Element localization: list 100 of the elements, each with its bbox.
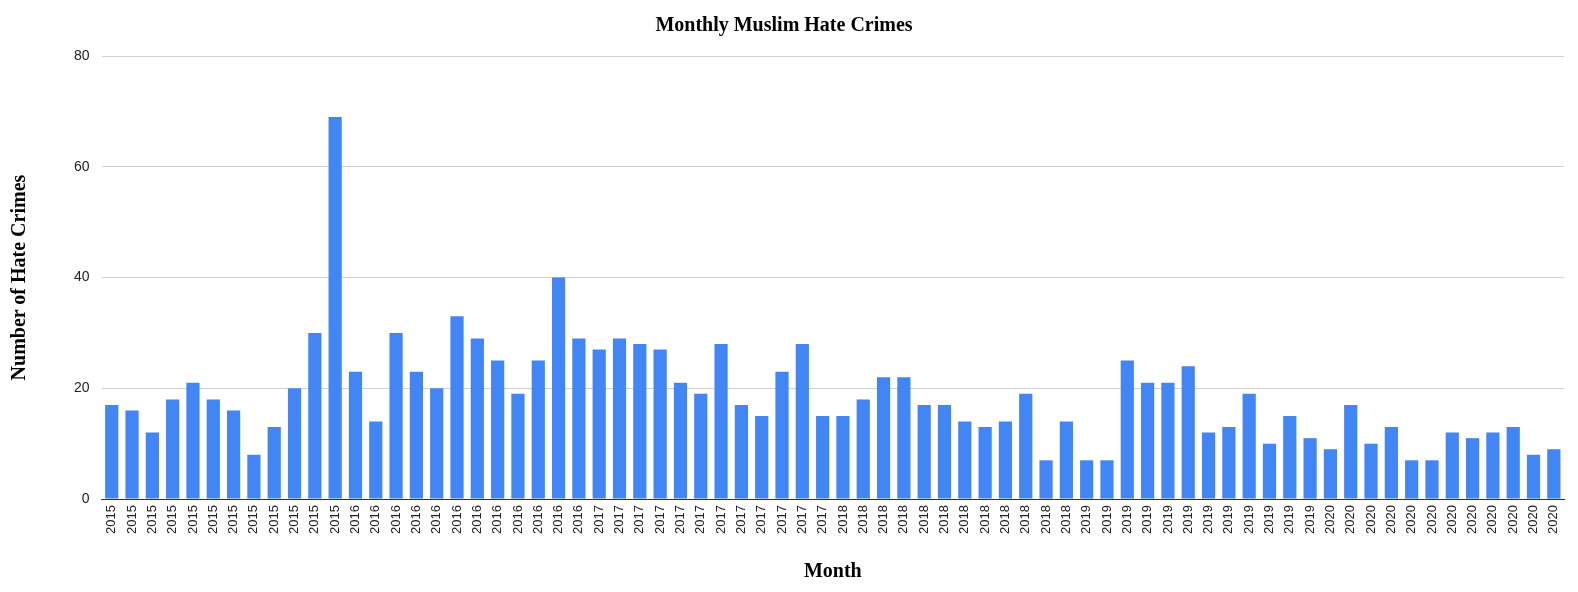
x-tick-label: 2019 — [1281, 505, 1297, 534]
x-tick-label: 2016 — [448, 505, 464, 534]
bar — [1547, 449, 1561, 499]
x-tick-label: 2017 — [732, 505, 748, 534]
x-tick-label: 2018 — [936, 505, 952, 534]
bar — [734, 404, 748, 499]
bar — [491, 360, 505, 499]
x-tick-label: 2018 — [895, 505, 911, 534]
x-tick-label: 2017 — [793, 505, 809, 534]
x-tick-label: 2017 — [672, 505, 688, 534]
x-axis-title: Month — [803, 559, 862, 582]
x-tick-label: 2015 — [265, 505, 281, 534]
bar — [998, 421, 1013, 499]
bar — [145, 432, 159, 499]
x-tick-label: 2015 — [326, 505, 342, 534]
x-tick-label: 2018 — [997, 505, 1013, 534]
bar — [186, 382, 200, 499]
bar — [795, 344, 809, 499]
x-tick-label: 2017 — [712, 505, 728, 534]
x-tick-label: 2015 — [184, 505, 200, 534]
bar — [1303, 438, 1317, 499]
bar — [1242, 393, 1256, 499]
x-tick-label: 2020 — [1443, 505, 1459, 534]
x-tick-label: 2015 — [286, 505, 302, 534]
bar — [1364, 443, 1378, 499]
x-tick-label: 2015 — [123, 505, 139, 534]
bar — [389, 332, 403, 499]
x-tick-label: 2019 — [1098, 505, 1114, 534]
bar — [1466, 438, 1480, 499]
bar — [1059, 421, 1073, 499]
bar — [1506, 427, 1520, 499]
x-tick-label: 2018 — [875, 505, 891, 534]
x-tick-label: 2017 — [651, 505, 667, 534]
bar — [1262, 443, 1277, 499]
bar — [876, 377, 891, 499]
x-tick-label: 2019 — [1200, 505, 1216, 534]
bar — [369, 421, 383, 499]
x-tick-label: 2016 — [550, 505, 566, 534]
x-tick-label: 2018 — [1057, 505, 1073, 534]
bar — [308, 332, 322, 499]
bar — [450, 316, 464, 499]
bar — [105, 404, 119, 499]
x-tick-label: 2018 — [1017, 505, 1033, 534]
bar — [572, 338, 586, 499]
bar — [511, 393, 525, 499]
y-tick-label: 80 — [73, 46, 90, 63]
x-tick-label: 2016 — [529, 505, 545, 534]
x-tick-label: 2016 — [428, 505, 444, 534]
x-tick-label: 2017 — [814, 505, 830, 534]
bar — [1526, 454, 1541, 499]
bar — [1080, 460, 1094, 499]
bar — [937, 404, 952, 499]
bar — [551, 277, 566, 499]
bar — [247, 454, 261, 499]
bar — [856, 399, 870, 499]
x-tick-label: 2020 — [1403, 505, 1419, 534]
x-tick-label: 2016 — [367, 505, 383, 534]
x-tick-label: 2020 — [1342, 505, 1358, 534]
x-tick-label: 2018 — [956, 505, 972, 534]
x-tick-label: 2016 — [509, 505, 525, 534]
bar — [531, 360, 545, 499]
y-tick-label: 40 — [73, 268, 90, 285]
x-tick-label: 2016 — [407, 505, 423, 534]
x-tick-label: 2017 — [753, 505, 769, 534]
bar — [714, 344, 728, 499]
bar — [673, 382, 688, 499]
y-tick-label: 60 — [73, 157, 90, 174]
x-tick-label: 2016 — [489, 505, 505, 534]
bar — [653, 349, 667, 499]
x-tick-label: 2017 — [692, 505, 708, 534]
x-tick-label: 2020 — [1362, 505, 1378, 534]
x-tick-label: 2020 — [1464, 505, 1480, 534]
bar — [206, 399, 220, 499]
bar — [958, 421, 972, 499]
bar — [1445, 432, 1459, 499]
bar — [978, 427, 992, 499]
bar — [917, 404, 931, 499]
bar — [1486, 432, 1500, 499]
x-tick-label: 2017 — [611, 505, 627, 534]
x-tick-label: 2019 — [1261, 505, 1277, 534]
bar — [166, 399, 180, 499]
bar — [1181, 366, 1195, 499]
bar — [409, 371, 423, 499]
x-tick-label: 2020 — [1382, 505, 1398, 534]
x-tick-label: 2018 — [1037, 505, 1053, 534]
x-tick-label: 2019 — [1159, 505, 1175, 534]
x-tick-label: 2019 — [1118, 505, 1134, 534]
bar — [1344, 404, 1358, 499]
bar — [1100, 460, 1114, 499]
x-tick-label: 2015 — [164, 505, 180, 534]
x-tick-label: 2015 — [143, 505, 159, 534]
bar — [1201, 432, 1216, 499]
bar — [694, 393, 708, 499]
x-tick-label: 2019 — [1078, 505, 1094, 534]
x-tick-label: 2019 — [1240, 505, 1256, 534]
x-tick-label: 2015 — [225, 505, 241, 534]
x-tick-label: 2020 — [1423, 505, 1439, 534]
x-tick-label: 2015 — [306, 505, 322, 534]
bar — [328, 116, 342, 499]
bar — [816, 416, 830, 499]
